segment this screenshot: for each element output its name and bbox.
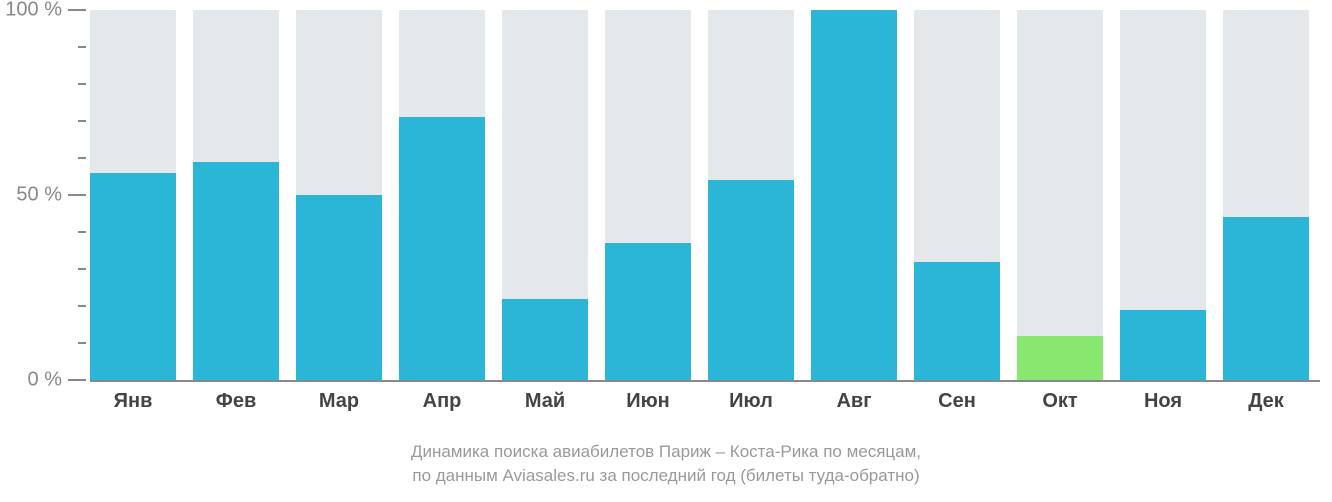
bar-column	[1120, 10, 1206, 380]
x-axis-label: Окт	[1017, 390, 1103, 413]
bar-value	[1223, 217, 1309, 380]
bar-value	[90, 173, 176, 380]
y-axis-minor-tick	[78, 46, 86, 48]
y-axis-minor-tick	[78, 231, 86, 233]
bar-value	[1120, 310, 1206, 380]
bar-column	[811, 10, 897, 380]
monthly-search-chart: 0 % 50 % 100 % Янв Фев Мар Апр Май Июн Июл Авг Сен…	[0, 0, 1332, 502]
bar-value	[1017, 336, 1103, 380]
y-axis-label: 100 %	[5, 0, 62, 22]
x-axis-label: Дек	[1223, 390, 1309, 413]
y-axis-minor-tick	[78, 305, 86, 307]
x-axis-label: Авг	[811, 390, 897, 413]
bar-value	[605, 243, 691, 380]
x-axis-labels: Янв Фев Мар Апр Май Июн Июл Авг Сен Окт Ноя Дек	[90, 390, 1320, 420]
y-axis-tick	[68, 379, 86, 381]
bar-column	[90, 10, 176, 380]
bar-column	[296, 10, 382, 380]
bar-value	[193, 162, 279, 380]
y-axis-tick	[68, 194, 86, 196]
x-axis-label: Май	[502, 390, 588, 413]
y-axis: 0 %50 %100 %	[0, 0, 90, 380]
x-axis-baseline	[90, 380, 1320, 382]
bar-background	[1017, 10, 1103, 380]
bar-column	[1017, 10, 1103, 380]
y-axis-minor-tick	[78, 83, 86, 85]
bar-column	[399, 10, 485, 380]
caption-line-1: Динамика поиска авиабилетов Париж – Кост…	[411, 442, 921, 461]
x-axis-label: Июл	[708, 390, 794, 413]
y-axis-minor-tick	[78, 157, 86, 159]
chart-caption: Динамика поиска авиабилетов Париж – Кост…	[0, 440, 1332, 488]
bar-column	[914, 10, 1000, 380]
x-axis-label: Ноя	[1120, 390, 1206, 413]
y-axis-label: 50 %	[16, 184, 62, 207]
bar-value	[296, 195, 382, 380]
x-axis-label: Апр	[399, 390, 485, 413]
caption-line-2: по данным Aviasales.ru за последний год …	[412, 466, 919, 485]
bar-column	[502, 10, 588, 380]
bar-value	[502, 299, 588, 380]
x-axis-label: Июн	[605, 390, 691, 413]
x-axis-label: Фев	[193, 390, 279, 413]
y-axis-tick	[68, 9, 86, 11]
bar-value	[708, 180, 794, 380]
bar-column	[193, 10, 279, 380]
y-axis-minor-tick	[78, 342, 86, 344]
bar-column	[605, 10, 691, 380]
x-axis-label: Янв	[90, 390, 176, 413]
bar-column	[708, 10, 794, 380]
plot-area	[90, 10, 1320, 380]
x-axis-label: Мар	[296, 390, 382, 413]
bar-value	[914, 262, 1000, 380]
bar-column	[1223, 10, 1309, 380]
y-axis-minor-tick	[78, 120, 86, 122]
bar-value	[811, 10, 897, 380]
x-axis-label: Сен	[914, 390, 1000, 413]
y-axis-label: 0 %	[28, 369, 62, 392]
y-axis-minor-tick	[78, 268, 86, 270]
bar-value	[399, 117, 485, 380]
